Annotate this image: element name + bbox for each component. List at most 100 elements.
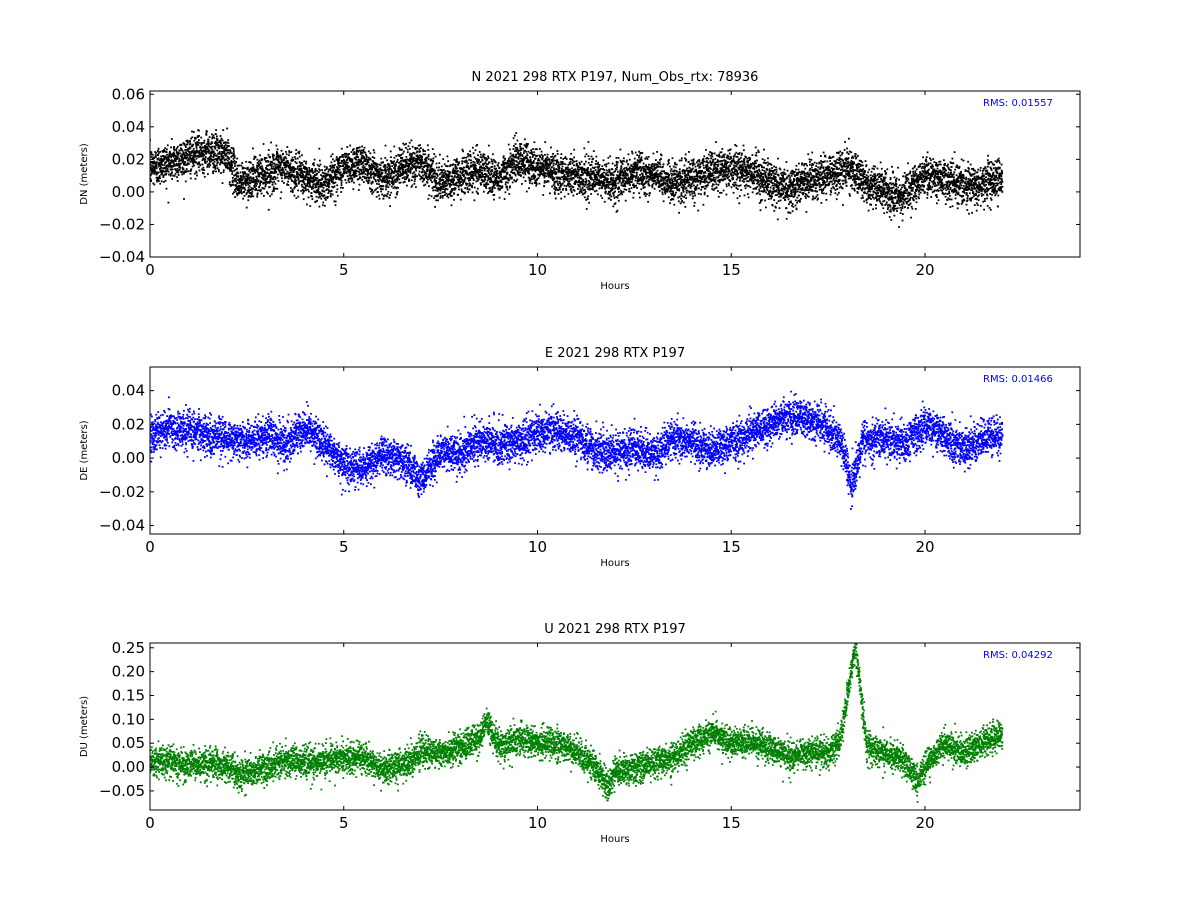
data-point: [165, 161, 167, 164]
data-point: [309, 173, 311, 176]
data-point: [516, 156, 518, 159]
data-point: [153, 162, 156, 165]
data-point: [156, 158, 159, 161]
data-point: [179, 152, 182, 155]
data-point: [210, 141, 213, 143]
data-point: [328, 181, 330, 184]
data-point: [326, 167, 328, 169]
data-point: [580, 160, 583, 163]
data-point: [523, 157, 526, 159]
data-point: [354, 174, 356, 176]
data-point: [529, 160, 531, 162]
data-point: [597, 182, 600, 185]
data-point: [395, 155, 398, 157]
data-point: [163, 164, 166, 166]
data-point: [187, 147, 189, 150]
data-point: [478, 159, 480, 161]
data-point: [567, 166, 569, 169]
data-point: [436, 187, 438, 190]
data-point: [168, 155, 171, 157]
data-point: [307, 180, 310, 183]
data-point: [264, 156, 266, 159]
data-point: [385, 181, 388, 184]
data-point: [585, 179, 588, 182]
data-point: [519, 143, 521, 145]
data-point: [345, 181, 348, 184]
data-point: [419, 156, 422, 159]
data-point: [360, 168, 363, 171]
data-point: [584, 192, 586, 194]
data-point: [586, 198, 589, 200]
data-point: [321, 185, 323, 188]
data-point: [178, 149, 181, 152]
data-point: [314, 184, 317, 187]
data-point: [603, 181, 605, 184]
data-point: [293, 176, 296, 179]
data-point: [573, 164, 575, 167]
data-point: [304, 175, 307, 178]
data-point: [229, 164, 232, 166]
data-point: [508, 186, 511, 189]
data-point: [381, 193, 383, 196]
data-point: [487, 157, 490, 159]
data-point: [384, 166, 386, 168]
data-point: [506, 161, 509, 164]
data-point: [369, 168, 372, 171]
data-point: [232, 167, 234, 169]
data-point: [576, 176, 579, 179]
data-point: [411, 157, 413, 160]
data-point: [321, 184, 324, 186]
data-point: [575, 170, 577, 173]
data-point: [406, 162, 409, 164]
data-point: [294, 181, 297, 184]
data-point: [414, 157, 416, 160]
data-point: [192, 162, 194, 165]
data-point: [344, 169, 346, 171]
data-point: [253, 158, 255, 160]
data-point: [370, 164, 373, 167]
data-point: [189, 142, 192, 145]
data-point: [564, 163, 567, 166]
data-point: [229, 185, 232, 187]
data-point: [163, 148, 166, 151]
data-point: [197, 136, 199, 138]
data-point: [391, 182, 393, 184]
data-point: [315, 182, 318, 185]
data-point: [197, 166, 200, 169]
data-point: [231, 155, 234, 157]
data-point: [335, 156, 338, 158]
data-point: [214, 165, 216, 167]
data-point: [358, 149, 361, 152]
data-point: [547, 167, 549, 170]
data-point: [184, 161, 186, 163]
data-point: [595, 160, 597, 162]
data-point: [562, 158, 565, 160]
data-point: [297, 165, 299, 168]
data-point: [433, 172, 436, 175]
data-point: [491, 169, 494, 171]
data-point: [164, 170, 167, 173]
data-point: [616, 176, 619, 179]
data-point: [455, 183, 457, 186]
data-point: [224, 162, 227, 164]
data-point: [455, 159, 458, 162]
data-point: [615, 157, 618, 159]
data-point: [248, 168, 251, 171]
data-point: [267, 160, 269, 163]
data-point: [202, 152, 204, 155]
data-point: [258, 164, 260, 167]
data-point: [553, 155, 556, 158]
data-point: [356, 146, 359, 149]
data-point: [485, 173, 488, 176]
data-point: [604, 192, 607, 195]
data-point: [493, 165, 496, 167]
data-point: [494, 161, 497, 164]
data-point: [551, 175, 554, 178]
data-point: [396, 175, 399, 178]
data-point: [596, 176, 598, 179]
data-point: [461, 190, 463, 192]
data-point: [514, 168, 517, 171]
data-point: [619, 148, 622, 151]
data-point: [372, 160, 374, 163]
data-point: [436, 173, 438, 176]
